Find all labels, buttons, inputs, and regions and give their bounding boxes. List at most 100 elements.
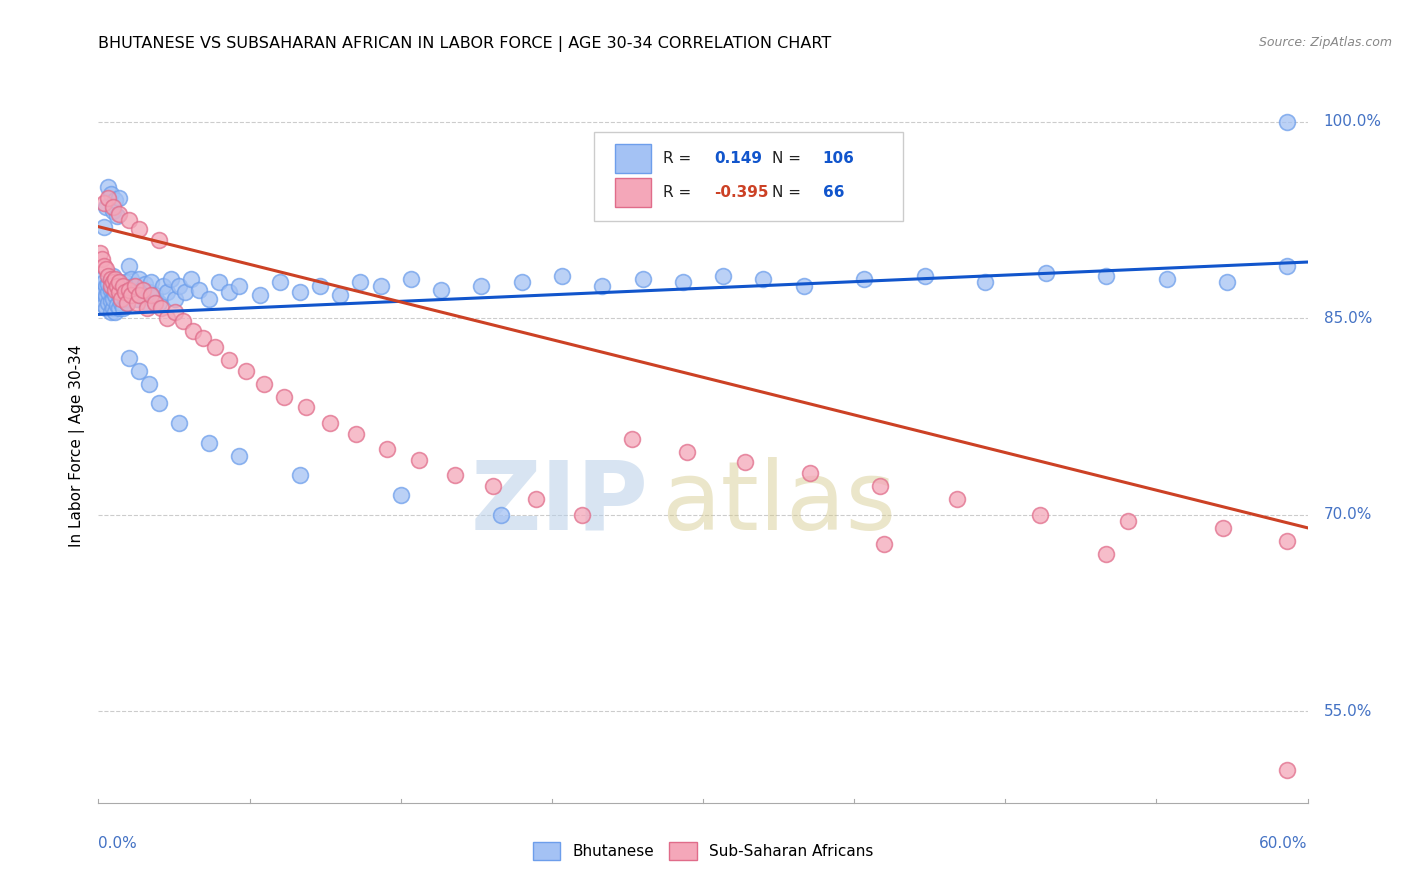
Point — [114, 285, 136, 300]
Point — [107, 287, 129, 301]
Point — [107, 275, 129, 289]
Point — [470, 278, 492, 293]
Point — [101, 292, 124, 306]
Point — [408, 452, 430, 467]
FancyBboxPatch shape — [614, 145, 651, 173]
Point — [621, 432, 644, 446]
Point — [101, 269, 124, 284]
Text: BHUTANESE VS SUBSAHARAN AFRICAN IN LABOR FORCE | AGE 30-34 CORRELATION CHART: BHUTANESE VS SUBSAHARAN AFRICAN IN LABOR… — [98, 36, 832, 52]
Text: 70.0%: 70.0% — [1323, 508, 1372, 522]
Point — [156, 285, 179, 300]
Point — [107, 275, 129, 289]
Point — [163, 292, 186, 306]
Point — [89, 245, 111, 260]
Point — [118, 283, 141, 297]
Point — [91, 272, 114, 286]
Point — [103, 283, 125, 297]
Point — [1277, 115, 1299, 129]
Point — [115, 295, 138, 310]
Point — [228, 278, 250, 293]
Text: 85.0%: 85.0% — [1323, 310, 1372, 326]
Point — [273, 390, 295, 404]
Point — [96, 200, 118, 214]
Point — [124, 285, 146, 300]
Legend: Bhutanese, Sub-Saharan Africans: Bhutanese, Sub-Saharan Africans — [526, 836, 880, 866]
Point — [198, 292, 221, 306]
Point — [148, 295, 170, 310]
Point — [118, 351, 141, 365]
Point — [524, 491, 547, 506]
Point — [100, 278, 122, 293]
Point — [676, 445, 699, 459]
Point — [120, 272, 142, 286]
FancyBboxPatch shape — [614, 178, 651, 207]
Point — [100, 186, 122, 201]
Point — [101, 283, 124, 297]
Point — [1156, 272, 1178, 286]
Point — [105, 283, 128, 297]
Point — [103, 287, 125, 301]
Point — [139, 287, 162, 301]
Point — [107, 301, 129, 315]
Point — [249, 287, 271, 301]
Point — [121, 278, 143, 293]
Point — [1116, 514, 1139, 528]
Point — [114, 292, 136, 306]
Point — [152, 278, 174, 293]
Text: 100.0%: 100.0% — [1323, 114, 1382, 129]
Point — [107, 285, 129, 300]
Point — [389, 488, 412, 502]
Point — [107, 206, 129, 220]
Point — [135, 301, 157, 315]
Text: 0.0%: 0.0% — [98, 836, 138, 851]
Point — [752, 272, 775, 286]
Point — [93, 219, 115, 234]
Point — [344, 426, 367, 441]
Text: R =: R = — [664, 186, 692, 200]
Point — [97, 295, 120, 310]
Point — [853, 272, 876, 286]
Point — [510, 275, 533, 289]
Text: N =: N = — [772, 151, 801, 166]
Point — [329, 287, 352, 301]
Point — [101, 301, 124, 315]
Point — [118, 283, 141, 297]
Point — [198, 435, 221, 450]
Point — [125, 292, 148, 306]
Point — [103, 305, 125, 319]
Point — [105, 278, 128, 293]
Point — [128, 364, 150, 378]
Point — [1216, 275, 1239, 289]
Text: 0.149: 0.149 — [714, 151, 762, 166]
Point — [491, 508, 513, 522]
Point — [97, 269, 120, 284]
Point — [124, 278, 146, 293]
Point — [167, 278, 190, 293]
Point — [91, 252, 114, 267]
Point — [100, 272, 122, 286]
Point — [914, 269, 936, 284]
Point — [399, 272, 422, 286]
Point — [181, 325, 204, 339]
Point — [974, 275, 997, 289]
Point — [93, 259, 115, 273]
Point — [111, 301, 134, 315]
Point — [132, 283, 155, 297]
Point — [128, 222, 150, 236]
Point — [129, 283, 152, 297]
Point — [319, 416, 342, 430]
Point — [631, 272, 654, 286]
Point — [793, 278, 815, 293]
Point — [1035, 266, 1057, 280]
Point — [235, 364, 257, 378]
Point — [873, 536, 896, 550]
Point — [107, 191, 129, 205]
Point — [103, 272, 125, 286]
Point — [799, 466, 821, 480]
Point — [1277, 259, 1299, 273]
Point — [100, 294, 122, 309]
Point — [143, 287, 166, 301]
Point — [167, 416, 190, 430]
Point — [110, 278, 132, 293]
FancyBboxPatch shape — [595, 132, 903, 221]
